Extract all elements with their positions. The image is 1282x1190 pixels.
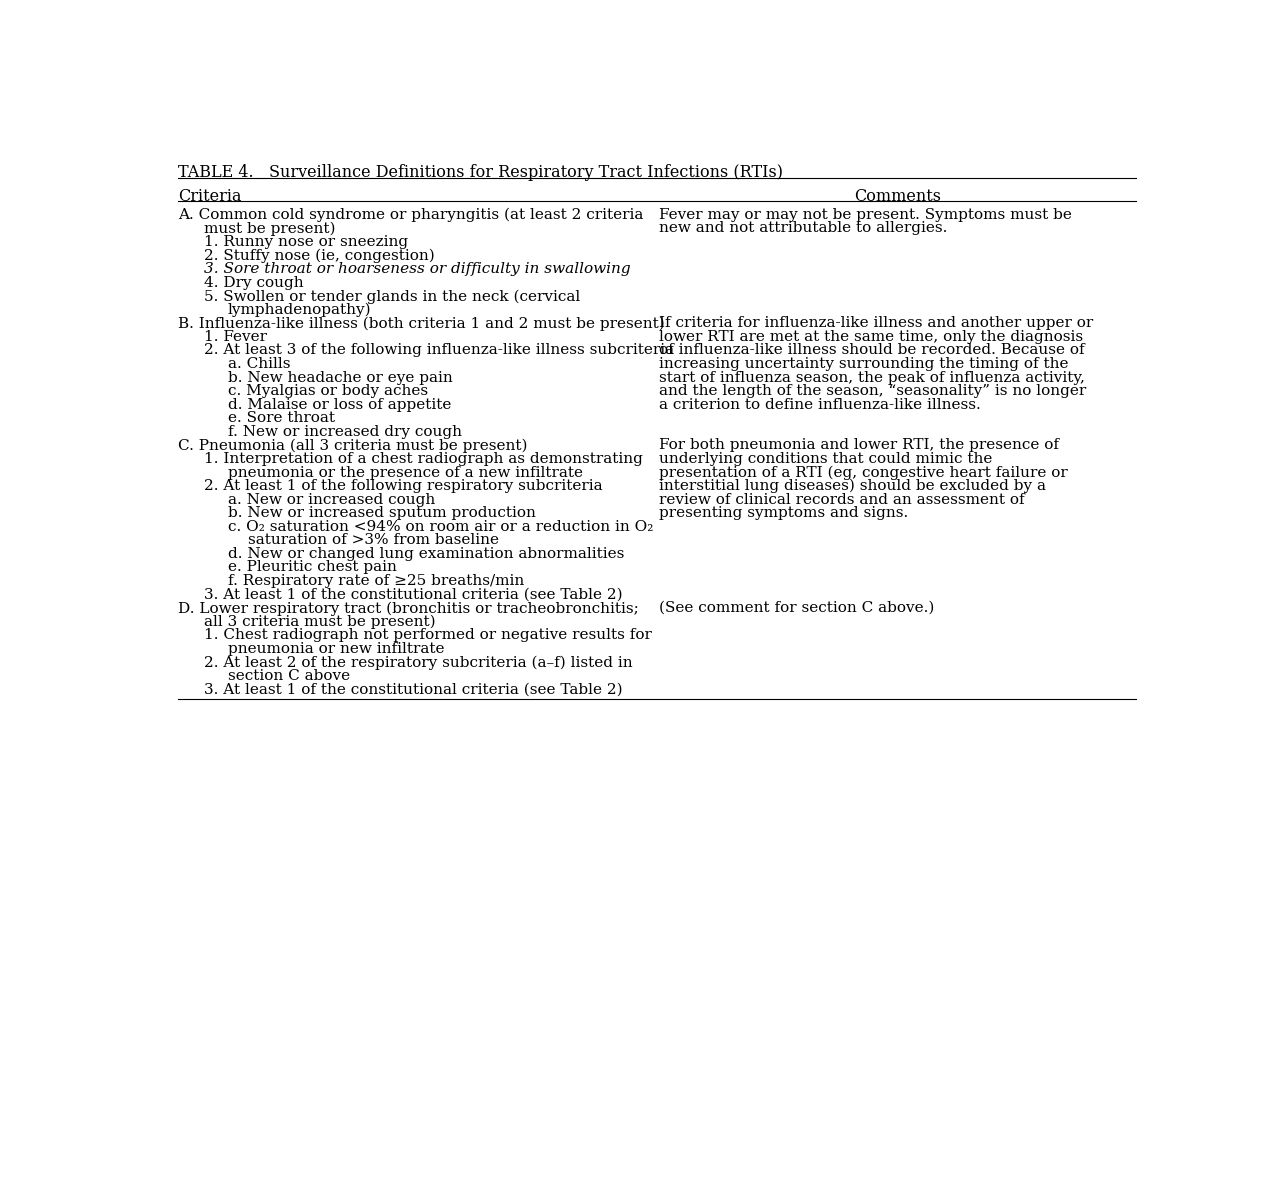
- Text: interstitial lung diseases) should be excluded by a: interstitial lung diseases) should be ex…: [659, 480, 1046, 494]
- Text: 2. At least 2 of the respiratory subcriteria (a–f) listed in: 2. At least 2 of the respiratory subcrit…: [204, 656, 632, 670]
- Text: c. Myalgias or body aches: c. Myalgias or body aches: [228, 384, 428, 399]
- Text: a criterion to define influenza-like illness.: a criterion to define influenza-like ill…: [659, 397, 981, 412]
- Text: increasing uncertainty surrounding the timing of the: increasing uncertainty surrounding the t…: [659, 357, 1068, 371]
- Text: 1. Fever: 1. Fever: [204, 330, 267, 344]
- Text: presentation of a RTI (eg, congestive heart failure or: presentation of a RTI (eg, congestive he…: [659, 465, 1068, 480]
- Text: Criteria: Criteria: [178, 188, 241, 205]
- Text: start of influenza season, the peak of influenza activity,: start of influenza season, the peak of i…: [659, 370, 1085, 384]
- Text: 4. Dry cough: 4. Dry cough: [204, 276, 304, 289]
- Text: of influenza-like illness should be recorded. Because of: of influenza-like illness should be reco…: [659, 344, 1085, 357]
- Text: underlying conditions that could mimic the: underlying conditions that could mimic t…: [659, 452, 992, 466]
- Text: 3. At least 1 of the constitutional criteria (see Table 2): 3. At least 1 of the constitutional crit…: [204, 588, 623, 602]
- Text: all 3 criteria must be present): all 3 criteria must be present): [204, 615, 436, 630]
- Text: For both pneumonia and lower RTI, the presence of: For both pneumonia and lower RTI, the pr…: [659, 438, 1059, 452]
- Text: a. Chills: a. Chills: [228, 357, 290, 371]
- Text: (See comment for section C above.): (See comment for section C above.): [659, 601, 935, 615]
- Text: A. Common cold syndrome or pharyngitis (at least 2 criteria: A. Common cold syndrome or pharyngitis (…: [178, 208, 644, 223]
- Text: e. Pleuritic chest pain: e. Pleuritic chest pain: [228, 560, 396, 575]
- Text: 2. At least 1 of the following respiratory subcriteria: 2. At least 1 of the following respirato…: [204, 480, 603, 493]
- Text: b. New headache or eye pain: b. New headache or eye pain: [228, 370, 453, 384]
- Text: d. Malaise or loss of appetite: d. Malaise or loss of appetite: [228, 397, 451, 412]
- Text: 3. At least 1 of the constitutional criteria (see Table 2): 3. At least 1 of the constitutional crit…: [204, 683, 623, 696]
- Text: C. Pneumonia (all 3 criteria must be present): C. Pneumonia (all 3 criteria must be pre…: [178, 438, 528, 452]
- Text: D. Lower respiratory tract (bronchitis or tracheobronchitis;: D. Lower respiratory tract (bronchitis o…: [178, 601, 638, 615]
- Text: 1. Runny nose or sneezing: 1. Runny nose or sneezing: [204, 234, 408, 249]
- Text: lower RTI are met at the same time, only the diagnosis: lower RTI are met at the same time, only…: [659, 330, 1083, 344]
- Text: Comments: Comments: [854, 188, 941, 205]
- Text: Fever may or may not be present. Symptoms must be: Fever may or may not be present. Symptom…: [659, 208, 1072, 221]
- Text: 5. Swollen or tender glands in the neck (cervical: 5. Swollen or tender glands in the neck …: [204, 289, 581, 303]
- Text: b. New or increased sputum production: b. New or increased sputum production: [228, 506, 536, 520]
- Text: a. New or increased cough: a. New or increased cough: [228, 493, 435, 507]
- Text: 1. Chest radiograph not performed or negative results for: 1. Chest radiograph not performed or neg…: [204, 628, 651, 643]
- Text: B. Influenza-like illness (both criteria 1 and 2 must be present): B. Influenza-like illness (both criteria…: [178, 317, 665, 331]
- Text: section C above: section C above: [228, 669, 350, 683]
- Text: 3. Sore throat or hoarseness or difficulty in swallowing: 3. Sore throat or hoarseness or difficul…: [204, 262, 631, 276]
- Text: f. New or increased dry cough: f. New or increased dry cough: [228, 425, 462, 439]
- Text: c. O₂ saturation <94% on room air or a reduction in O₂: c. O₂ saturation <94% on room air or a r…: [228, 520, 654, 534]
- Text: review of clinical records and an assessment of: review of clinical records and an assess…: [659, 493, 1024, 507]
- Text: 2. Stuffy nose (ie, congestion): 2. Stuffy nose (ie, congestion): [204, 249, 435, 263]
- Text: 1. Interpretation of a chest radiograph as demonstrating: 1. Interpretation of a chest radiograph …: [204, 452, 642, 466]
- Text: lymphadenopathy): lymphadenopathy): [228, 302, 372, 318]
- Text: presenting symptoms and signs.: presenting symptoms and signs.: [659, 506, 908, 520]
- Text: new and not attributable to allergies.: new and not attributable to allergies.: [659, 221, 947, 236]
- Text: If criteria for influenza-like illness and another upper or: If criteria for influenza-like illness a…: [659, 317, 1094, 331]
- Text: pneumonia or new infiltrate: pneumonia or new infiltrate: [228, 641, 445, 656]
- Text: must be present): must be present): [204, 221, 336, 236]
- Text: d. New or changed lung examination abnormalities: d. New or changed lung examination abnor…: [228, 547, 624, 560]
- Text: and the length of the season, “seasonality” is no longer: and the length of the season, “seasonali…: [659, 384, 1086, 399]
- Text: saturation of >3% from baseline: saturation of >3% from baseline: [247, 533, 499, 547]
- Text: f. Respiratory rate of ≥25 breaths/min: f. Respiratory rate of ≥25 breaths/min: [228, 574, 524, 588]
- Text: e. Sore throat: e. Sore throat: [228, 412, 335, 425]
- Text: TABLE 4.   Surveillance Definitions for Respiratory Tract Infections (RTIs): TABLE 4. Surveillance Definitions for Re…: [178, 164, 783, 181]
- Text: 2. At least 3 of the following influenza-like illness subcriteria: 2. At least 3 of the following influenza…: [204, 344, 674, 357]
- Text: pneumonia or the presence of a new infiltrate: pneumonia or the presence of a new infil…: [228, 465, 583, 480]
